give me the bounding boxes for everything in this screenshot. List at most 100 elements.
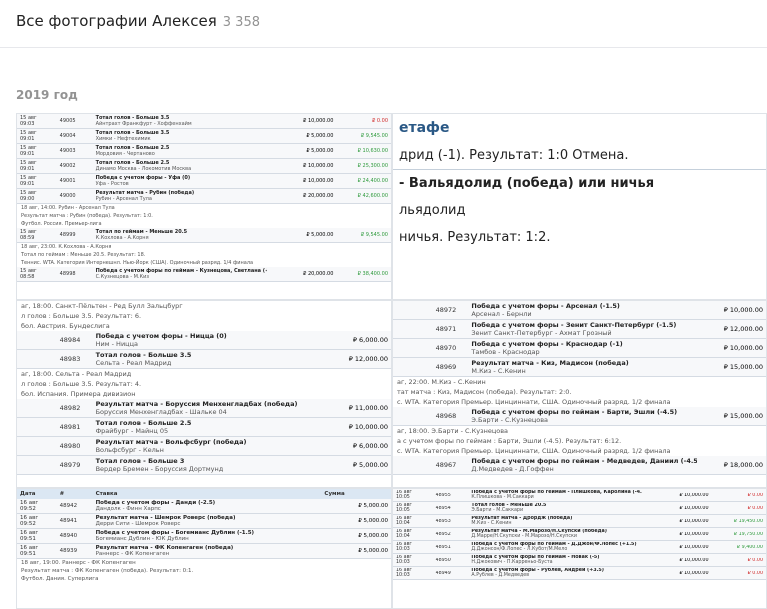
match-name: Н.Джокович - П.Карреньо-Буста [471, 560, 553, 565]
stake: ₽ 10,000.00 [723, 306, 763, 314]
bet-name: Результат матча - Боруссия Менхенгладбах… [95, 400, 298, 408]
bet-cell: Победа с учетом форы по геймам - Плишков… [468, 490, 642, 500]
bet-name: Тотал голов - Больше 3 [95, 457, 185, 465]
date-cell: 16 авг 09:51 [17, 530, 57, 542]
separator [0, 47, 767, 48]
bet-name: Тотал голов - Больше 3.5 [95, 115, 170, 121]
bet-name: Победа с учетом форы по геймам - Плишков… [471, 490, 643, 495]
bet-row: 16 авг 10:05 48955 Победа с учетом форы по … [393, 489, 766, 502]
bet-name: Результат матча - ФК Копенгаген (победа) [95, 545, 234, 551]
stake: ₽ 5,000.00 [358, 503, 388, 509]
photo[interactable]: 48972 Победа с учетом форы - Арсенал (-1.… [392, 300, 767, 488]
bet-id: 48981 [59, 423, 81, 431]
match-name: Богемианс Дублин - ЮК Дублин [95, 536, 189, 542]
bet-id: 48969 [435, 363, 457, 371]
match-name: Мордовия - Чертаново [95, 151, 155, 157]
time: 09:52 [20, 506, 36, 512]
stake: ₽ 6,000.00 [352, 442, 388, 450]
stake: ₽ 11,000.00 [348, 404, 388, 412]
info-line: 18 авг, 14:00. Рубин - Арсенал Тула [17, 204, 391, 212]
bet-row: 16 авг 09:52 48941 Результат матча - Шемрок… [17, 514, 391, 529]
info-line: льядолид [393, 197, 766, 224]
stake: ₽ 5,000.00 [358, 533, 388, 539]
result: ₽ 19,450.00 [734, 518, 763, 524]
result: ₽ 38,400.00 [357, 271, 388, 277]
time: 10:03 [396, 547, 410, 552]
bet-cell: Победа с учетом форы по геймам - Барти, … [468, 408, 696, 424]
date-cell: 15 авг 08:59 [17, 229, 57, 241]
info-line: етафе [393, 114, 766, 142]
date: 16 авг [396, 555, 412, 560]
photo-count: 3 358 [222, 15, 260, 30]
date-cell: 16 авг 09:51 [17, 545, 57, 557]
photo[interactable]: Дата # Ставка Сумма 16 авг 09:52 48942 Победа с… [16, 488, 392, 609]
result: ₽ 42,600.00 [357, 193, 388, 199]
photo[interactable]: аг, 18:00. Санкт-Пёльтен - Ред Булл Заль… [16, 300, 392, 488]
bet-id: 48971 [435, 325, 457, 333]
bet-row: 15 авг 09:01 49001 Победа с учетом форы - У… [17, 174, 391, 189]
bet-name: Победа с учетом форы - Ницца (0) [95, 332, 227, 340]
stake: ₽ 10,000.00 [679, 505, 709, 511]
stake: ₽ 10,000.00 [679, 492, 709, 498]
date-cell: 15 авг 09:00 [17, 190, 57, 202]
match-name: Э.Барти - С.Кузнецова [471, 416, 549, 424]
time: 09:00 [20, 196, 35, 202]
bet-name: Тотал по геймам - Меньше 20.5 [95, 229, 188, 235]
bet-name: Победа с учетом форы - Данди (-2.5) [95, 500, 216, 506]
date-cell: 15 авг 09:03 [17, 115, 57, 127]
photo[interactable]: 15 авг 09:03 49005 Тотал голов - Больше 3.5… [16, 113, 392, 300]
photo[interactable]: етафе дрид (-1). Результат: 1:0 Отмена. - … [392, 113, 767, 300]
match-name: К.Кохлова - А.Корня [95, 235, 149, 241]
bet-id: 48940 [59, 533, 78, 539]
match-name: Динамо Москва - Локомотив Москва [95, 166, 192, 172]
info-line: аг, 18:00. Санкт-Пёльтен - Ред Булл Заль… [17, 301, 391, 311]
date: 16 авг [20, 500, 39, 506]
bet-id: 48954 [435, 505, 451, 511]
bet-row: 48971 Победа с учетом форы - Зенит Санкт-… [393, 320, 766, 339]
stake: ₽ 12,000.00 [723, 325, 763, 333]
bet-row: 15 авг 09:01 49002 Тотал голов - Больше 2.5… [17, 159, 391, 174]
date: 15 авг [20, 268, 37, 274]
column-header: # [59, 491, 65, 497]
table-header: Дата # Ставка Сумма [17, 489, 391, 499]
result: ₽ 9,400.00 [737, 544, 763, 550]
match-name: К.Плишкова - М.Саккари [471, 495, 534, 500]
bet-cell: Тотал голов - Больше 2.5 Динамо Москва - … [93, 160, 267, 172]
date-cell: 15 авг 09:01 [17, 175, 57, 187]
match-name: Боруссия Менхенгладбах - Шальке 04 [95, 408, 227, 416]
bet-row: 48981 Тотал голов - Больше 2.5 Фрайбург - … [17, 418, 391, 437]
date-cell: 16 авг 10:03 [393, 555, 433, 565]
stake: ₽ 20,000.00 [303, 271, 334, 277]
result: ₽ 0.00 [747, 557, 763, 563]
time: 10:03 [396, 573, 410, 578]
info-line: аг, 18:00. Сельта - Реал Мадрид [17, 369, 391, 379]
date-cell: 15 авг 09:01 [17, 160, 57, 172]
date-cell: 15 авг 08:58 [17, 268, 57, 280]
photo[interactable]: 16 авг 10:05 48955 Победа с учетом форы по … [392, 488, 767, 609]
stake: ₽ 15,000.00 [723, 412, 763, 420]
stake: ₽ 6,000.00 [352, 336, 388, 344]
info-line: тат матча : Киз, Мадисон (победа). Резул… [393, 387, 766, 397]
bet-row: 16 авг 10:05 48954 Тотал голов - Меньше 20.… [393, 502, 766, 515]
date: 16 авг [20, 530, 39, 536]
bet-id: 48984 [59, 336, 81, 344]
time: 09:51 [20, 551, 36, 557]
bet-id: 49000 [59, 193, 76, 199]
bet-cell: Победа с учетом форы - Богемианс Дублин … [93, 530, 322, 542]
match-name: Химки - Нефтехимик [95, 136, 151, 142]
bet-cell: Победа с учетом форы по геймам - Медведе… [468, 457, 696, 473]
stake: ₽ 5,000.00 [358, 518, 388, 524]
date-cell: 16 авг 10:04 [393, 529, 433, 539]
stake: ₽ 10,000.00 [679, 570, 709, 576]
info-line: бол. Австрия. Бундеслига [17, 321, 391, 331]
result: ₽ 10,630.00 [357, 148, 388, 154]
bet-row: 15 авг 08:58 48998 Победа с учетом форы по … [17, 267, 391, 282]
info-line: 18 авг, 23:00. К.Кохлова - А.Корня [17, 243, 391, 251]
date: 15 авг [20, 130, 37, 136]
info-line: Результат матча : ФК Копенгаген (победа)… [17, 567, 391, 575]
info-line: 18 авг, 19:00. Раннерс - ФК Копенгаген [17, 559, 391, 567]
bet-cell: Победа с учетом форы по геймам - Кузнецо… [93, 268, 267, 280]
match-name: Вольфсбург - Кельн [95, 446, 164, 454]
bet-id: 48998 [59, 271, 76, 277]
time: 08:58 [20, 274, 35, 280]
